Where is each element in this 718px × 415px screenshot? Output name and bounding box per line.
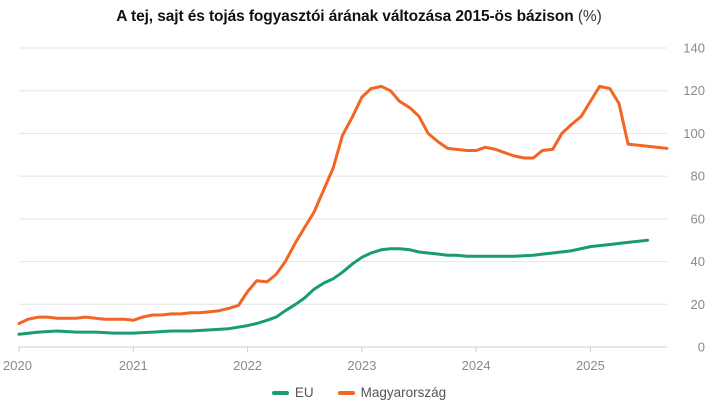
series-line-eu — [17, 238, 650, 336]
x-tick-label: 2021 — [119, 358, 148, 373]
legend-label-eu: EU — [294, 385, 314, 400]
y-tick-label: 60 — [691, 211, 705, 226]
x-tick-label: 2022 — [233, 358, 262, 373]
chart-title-main: A tej, sajt és tojás fogyasztói árának v… — [116, 8, 574, 25]
x-axis-ticks: 2020 2021 2022 2023 2024 2025 — [3, 347, 605, 373]
y-tick-label: 120 — [683, 83, 705, 98]
x-tick-label: 2024 — [462, 358, 491, 373]
x-tick-label: 2023 — [347, 358, 376, 373]
legend-swatch-hu — [337, 390, 355, 395]
legend: EU Magyarország — [0, 385, 718, 400]
legend-swatch-eu — [271, 390, 289, 395]
y-tick-label: 100 — [683, 126, 705, 141]
grid-lines — [19, 47, 667, 348]
series-line-hu — [17, 84, 669, 325]
legend-label-hu: Magyarország — [360, 385, 447, 400]
chart-title: A tej, sajt és tojás fogyasztói árának v… — [0, 8, 718, 26]
x-tick-label: 2020 — [3, 358, 32, 373]
y-tick-label: 20 — [691, 297, 705, 312]
y-tick-label: 40 — [691, 254, 705, 269]
series-lines — [17, 84, 669, 336]
y-tick-label: 80 — [691, 169, 705, 184]
legend-item-hu[interactable]: Magyarország — [337, 385, 447, 400]
x-tick-label: 2025 — [576, 358, 605, 373]
y-tick-label: 0 — [698, 340, 705, 355]
chart-title-unit: (%) — [577, 8, 602, 25]
legend-item-eu[interactable]: EU — [271, 385, 314, 400]
y-tick-label: 140 — [683, 41, 705, 56]
y-axis-ticks: 0 20 40 60 80 100 120 140 — [683, 41, 705, 355]
